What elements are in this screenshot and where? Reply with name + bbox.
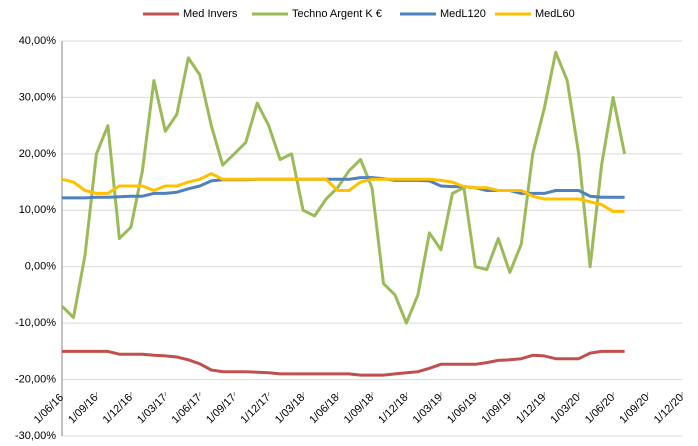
y-tick-label: -30,00% <box>15 430 56 442</box>
series-line <box>61 172 625 213</box>
x-tick-label: 1/12/18 <box>376 392 410 426</box>
x-tick-label: 1/06/18 <box>307 392 341 426</box>
x-tick-label: 1/06/19 <box>445 392 479 426</box>
x-tick-label: 1/06/16 <box>32 392 66 426</box>
y-tick-label: 0,00% <box>25 261 56 273</box>
legend-label: Med Invers <box>183 8 238 20</box>
y-tick-label: 40,00% <box>19 35 57 47</box>
y-tick-label: 30,00% <box>19 91 57 103</box>
legend-label: MedL60 <box>535 8 575 20</box>
x-tick-label: 1/06/17 <box>170 392 204 426</box>
x-tick-label: 1/12/20 <box>652 392 686 426</box>
x-tick-label: 1/03/18 <box>273 392 307 426</box>
y-tick-label: 20,00% <box>19 148 57 160</box>
x-tick-label: 1/12/16 <box>101 392 135 426</box>
x-tick-label: 1/09/17 <box>204 392 238 426</box>
x-tick-label: 1/09/16 <box>66 392 100 426</box>
x-tick-label: 1/09/19 <box>480 392 514 426</box>
series-line <box>62 176 625 200</box>
x-tick-label: 1/09/18 <box>342 392 376 426</box>
x-tick-label: 1/12/19 <box>514 392 548 426</box>
x-tick-label: 1/06/20 <box>583 392 617 426</box>
x-tick-label: 1/09/20 <box>617 392 651 426</box>
y-tick-label: -10,00% <box>15 317 56 329</box>
x-tick-label: 1/12/17 <box>238 392 272 426</box>
legend-label: Techno Argent K € <box>292 8 382 20</box>
legend-label: MedL120 <box>440 8 486 20</box>
x-tick-label: 1/03/20 <box>548 392 582 426</box>
series-line <box>62 349 625 377</box>
x-tick-label: 1/03/17 <box>135 392 169 426</box>
y-tick-label: -20,00% <box>15 373 56 385</box>
y-tick-label: 10,00% <box>19 204 57 216</box>
x-tick-label: 1/03/19 <box>411 392 445 426</box>
